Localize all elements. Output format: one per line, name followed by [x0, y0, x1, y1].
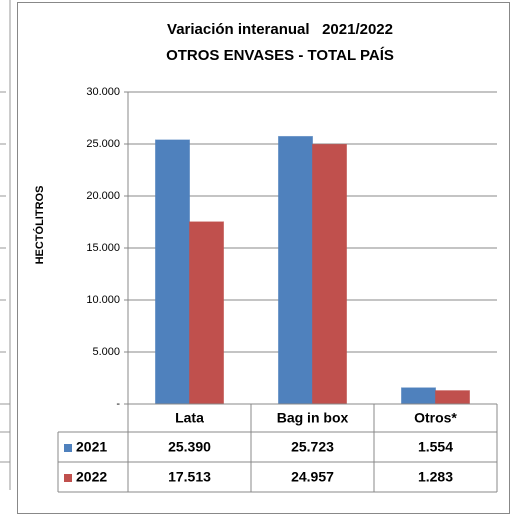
data-label: 25.723: [291, 439, 334, 455]
x-tick-label: Otros*: [414, 410, 457, 426]
y-tick-label: 10.000: [86, 294, 120, 306]
data-label: 1.554: [418, 439, 453, 455]
x-tick-label: Lata: [175, 410, 204, 426]
bar: [189, 221, 224, 405]
x-tick-label: Bag in box: [277, 410, 349, 426]
chart-frame: [17, 2, 510, 514]
bar: [155, 139, 190, 405]
data-label: 1.283: [418, 469, 453, 485]
chart-subtitle: OTROS ENVASES - TOTAL PAÍS: [166, 47, 394, 64]
y-tick-label: 5.000: [92, 346, 120, 358]
legend-label: 2022: [76, 469, 107, 485]
bar: [435, 390, 470, 405]
y-tick-label: 25.000: [86, 138, 120, 150]
y-tick-label: 20.000: [86, 190, 120, 202]
data-label: 17.513: [168, 469, 211, 485]
y-tick-label: 15.000: [86, 242, 120, 254]
bar: [278, 135, 313, 405]
data-label: 25.390: [168, 439, 211, 455]
legend-swatch: [64, 474, 72, 482]
legend-label: 2021: [76, 439, 107, 455]
bar: [312, 143, 347, 405]
cropped-neighbour-chart: [0, 0, 11, 490]
data-label: 24.957: [291, 469, 334, 485]
bar: [401, 387, 436, 405]
y-axis-label: HECTÓLITROS: [33, 186, 46, 265]
y-tick-label: -: [116, 398, 120, 410]
legend-swatch: [64, 444, 72, 452]
chart-title: Variación interanual 2021/2022: [167, 21, 393, 38]
y-tick-label: 30.000: [86, 86, 120, 98]
